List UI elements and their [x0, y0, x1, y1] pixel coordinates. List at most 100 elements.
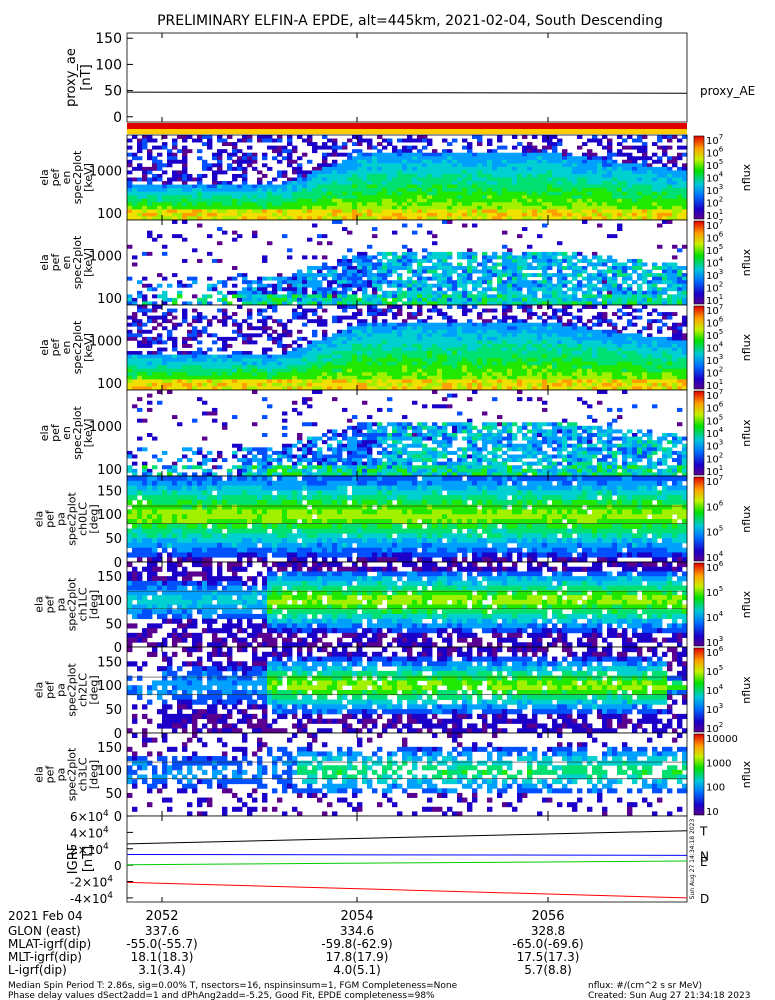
spec-cell — [357, 276, 363, 281]
spec-cell — [152, 159, 158, 164]
spec-cell — [232, 142, 238, 147]
spec-cell — [277, 361, 283, 366]
spec-cell — [127, 170, 133, 175]
spec-cell — [182, 301, 188, 306]
spec-cell — [642, 301, 648, 306]
spec-cell — [242, 152, 248, 157]
spec-cell — [507, 333, 513, 338]
spec-cell — [317, 340, 323, 345]
spec-cell — [182, 319, 188, 324]
spec-cell — [567, 166, 573, 171]
spec-cell — [257, 135, 263, 139]
spec-cell — [177, 365, 183, 370]
spec-cell — [467, 188, 473, 193]
spec-cell — [187, 329, 193, 334]
spec-cell — [337, 170, 343, 175]
spec-cell — [542, 375, 548, 380]
spec-cell — [382, 336, 388, 341]
spec-cell — [517, 358, 523, 363]
spec-cell — [302, 382, 308, 387]
spec-cell — [432, 336, 438, 341]
spec-cell — [387, 351, 393, 355]
spec-cell — [452, 202, 458, 207]
spec-cell — [592, 152, 598, 157]
spec-cell — [557, 177, 563, 182]
spec-cell — [237, 329, 243, 334]
spec-cell — [397, 375, 403, 380]
spec-cell — [632, 173, 638, 178]
spec-cell — [312, 290, 318, 295]
spec-cell — [402, 251, 408, 256]
spec-cell — [672, 188, 678, 193]
spec-cell — [442, 198, 448, 203]
spec-cell — [437, 202, 443, 207]
spec-cell — [517, 329, 523, 334]
spec-cell — [342, 173, 348, 178]
spec-cell — [332, 280, 338, 285]
spec-cell — [277, 283, 283, 288]
spec-cell — [247, 322, 253, 327]
spec-cell — [487, 184, 493, 189]
spec-cell — [327, 283, 333, 288]
spec-cell — [292, 170, 298, 175]
spec-cell — [147, 188, 153, 193]
spec-cell — [632, 205, 638, 210]
spec-cell — [232, 202, 238, 207]
spec-cell — [552, 255, 558, 260]
spec-cell — [502, 202, 508, 207]
spec-cell — [242, 290, 248, 295]
spec-cell — [282, 351, 288, 355]
spec-cell — [592, 177, 598, 182]
spec-cell — [292, 368, 298, 373]
spec-cell — [242, 336, 248, 341]
spec-cell — [612, 283, 618, 288]
spec-cell — [267, 326, 273, 331]
spec-cell — [282, 382, 288, 387]
spec-cell — [307, 205, 313, 210]
spec-cell — [297, 195, 303, 200]
spec-cell — [457, 159, 463, 164]
spec-cell — [157, 386, 163, 391]
spec-cell — [537, 379, 543, 384]
spec-cell — [497, 181, 503, 185]
spec-cell — [192, 184, 198, 189]
spec-cell — [617, 177, 623, 182]
y-tick-label: 150 — [95, 31, 122, 47]
spec-cell — [302, 188, 308, 193]
spec-cell — [357, 326, 363, 331]
spec-cell — [152, 177, 158, 182]
spec-cell — [547, 258, 553, 263]
spec-cell — [647, 269, 653, 274]
spec-cell — [652, 177, 658, 182]
spec-cell — [482, 382, 488, 387]
spec-cell — [342, 188, 348, 193]
spec-cell — [487, 372, 493, 377]
spec-cell — [217, 135, 223, 139]
spec-cell — [522, 262, 528, 267]
spec-cell — [277, 145, 283, 150]
spec-cell — [372, 163, 378, 168]
spec-cell — [532, 191, 538, 196]
spec-cell — [597, 138, 603, 143]
spec-cell — [372, 191, 378, 196]
spec-cell — [432, 326, 438, 331]
spec-cell — [487, 266, 493, 270]
spec-cell — [132, 351, 138, 355]
spec-cell — [167, 188, 173, 193]
spec-cell — [487, 255, 493, 260]
spec-cell — [637, 258, 643, 263]
spec-cell — [532, 343, 538, 348]
spec-cell — [487, 280, 493, 285]
spec-cell — [497, 365, 503, 370]
spec-cell — [442, 266, 448, 270]
spec-cell — [292, 312, 298, 317]
spec-cell — [337, 220, 343, 224]
spec-cell — [542, 347, 548, 352]
spec-cell — [427, 177, 433, 182]
spec-cell — [682, 290, 688, 295]
spec-cell — [362, 138, 368, 143]
spec-cell — [522, 202, 528, 207]
spec-cell — [367, 340, 373, 345]
spec-cell — [667, 177, 673, 182]
spec-cell — [332, 276, 338, 281]
